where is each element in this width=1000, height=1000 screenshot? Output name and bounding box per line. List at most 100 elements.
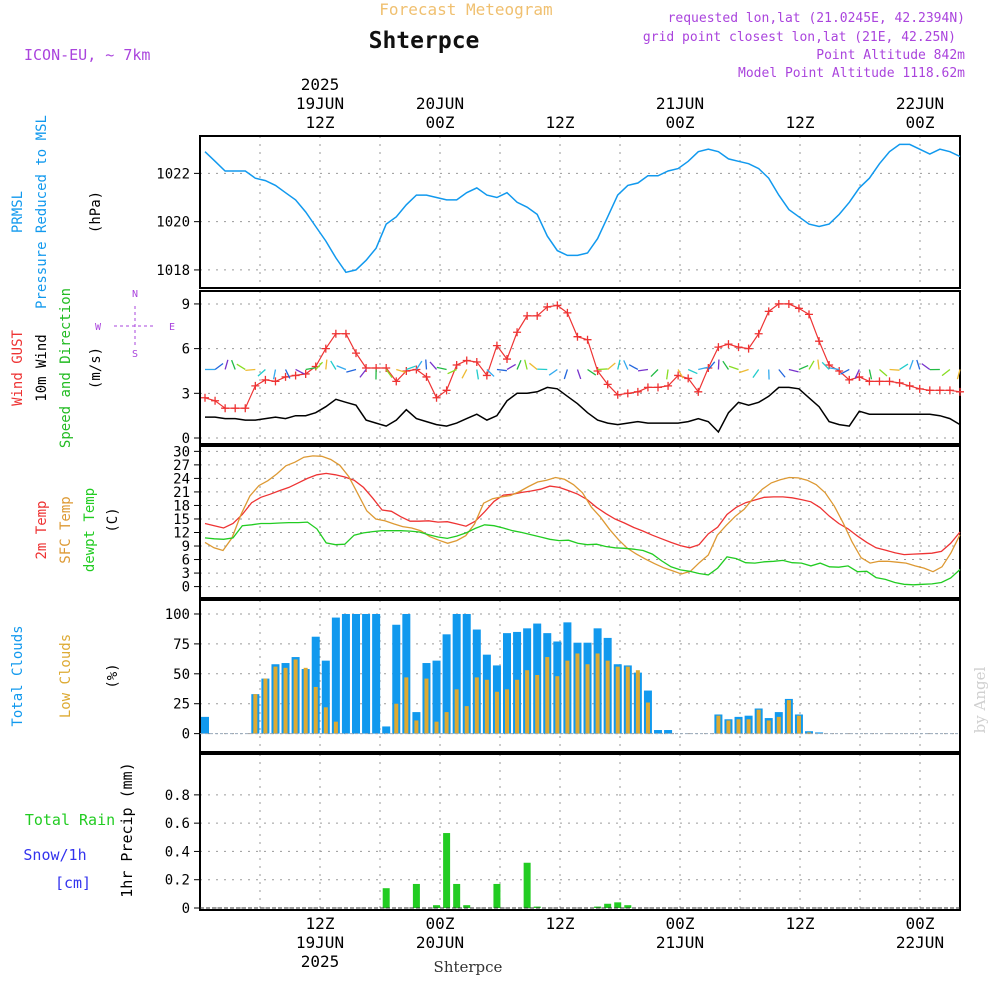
gust-marker bbox=[553, 301, 562, 310]
low-clouds-bar bbox=[716, 715, 721, 734]
temp-2m-line bbox=[204, 472, 961, 556]
top-time-label: 12Z bbox=[786, 113, 815, 132]
compass-e: E bbox=[169, 322, 175, 333]
wind-direction-arrow bbox=[486, 369, 495, 377]
wind-direction-arrow bbox=[415, 360, 423, 370]
total-clouds-bar bbox=[432, 660, 441, 734]
low-clouds-bar bbox=[555, 676, 560, 734]
y-tick-label: 1020 bbox=[156, 215, 190, 231]
low-clouds-bar bbox=[505, 689, 509, 734]
gust-marker bbox=[402, 366, 411, 375]
gust-marker bbox=[382, 363, 391, 372]
wind-direction-arrow bbox=[257, 368, 266, 377]
wind-speed-line bbox=[205, 386, 961, 434]
temp-sfc-line bbox=[204, 455, 961, 575]
gust-marker bbox=[825, 361, 834, 370]
wind-direction-arrow bbox=[429, 361, 438, 370]
rain-bar bbox=[443, 833, 451, 908]
top-time-label: 12Z bbox=[546, 113, 575, 132]
top-time-label: 20JUN bbox=[416, 94, 464, 113]
low-clouds-bar bbox=[515, 679, 520, 734]
low-clouds-bar bbox=[263, 678, 268, 734]
wind-direction-arrow bbox=[821, 361, 830, 370]
gust-marker bbox=[925, 386, 934, 395]
low-clouds-bar bbox=[273, 666, 278, 734]
super-title: Forecast Meteogram bbox=[379, 0, 552, 19]
gust-marker bbox=[865, 377, 874, 386]
y-tick-label: 6 bbox=[182, 553, 190, 569]
point-altitude: Point Altitude 842m bbox=[816, 48, 965, 63]
y-tick-label: 12 bbox=[173, 525, 190, 541]
wind-direction-arrow bbox=[315, 361, 324, 370]
watermark: by Angel bbox=[971, 666, 989, 733]
label-unit-precip: 1hr Precip (mm) bbox=[118, 762, 136, 897]
label-total-clouds: Total Clouds bbox=[10, 625, 26, 726]
requested-coords: requested lon,lat (21.0245E, 42.2394N) bbox=[668, 11, 965, 26]
total-clouds-bar bbox=[372, 613, 381, 734]
gust-marker bbox=[492, 341, 501, 350]
gust-marker bbox=[885, 377, 894, 386]
gust-marker bbox=[935, 386, 944, 395]
y-tick-label: 75 bbox=[173, 637, 190, 653]
low-clouds-bar bbox=[434, 721, 439, 734]
gust-marker bbox=[523, 311, 532, 320]
gust-marker bbox=[221, 404, 230, 413]
bottom-time-label: 22JUN bbox=[896, 933, 944, 952]
low-clouds-bar bbox=[484, 679, 489, 734]
label-prmsl: PRMSL bbox=[10, 191, 26, 233]
gust-marker bbox=[945, 386, 954, 395]
wind-direction-arrow bbox=[346, 368, 357, 373]
wind-direction-arrow bbox=[623, 360, 629, 370]
low-clouds-bar bbox=[746, 719, 751, 734]
gust-marker bbox=[794, 304, 803, 313]
label-low-clouds: Low Clouds bbox=[58, 634, 74, 718]
total-clouds-bar bbox=[462, 613, 471, 734]
gust-marker bbox=[341, 329, 350, 338]
gust-marker bbox=[543, 302, 552, 311]
gust-marker bbox=[352, 349, 360, 358]
low-clouds-bar bbox=[575, 653, 580, 734]
wind-direction-arrow bbox=[506, 363, 516, 371]
label-sfc-temp: SFC Temp bbox=[58, 496, 74, 563]
low-clouds-bar bbox=[474, 677, 479, 734]
gust-marker bbox=[623, 389, 632, 398]
bottom-time-label: 20JUN bbox=[416, 933, 464, 952]
gust-marker bbox=[261, 375, 270, 384]
label-speed-direction: Speed and Direction bbox=[58, 288, 74, 448]
y-tick-label: 0 bbox=[182, 727, 190, 743]
wind-direction-arrow bbox=[476, 369, 480, 380]
gust-marker bbox=[815, 337, 824, 346]
gust-marker bbox=[603, 380, 612, 389]
gust-marker bbox=[211, 396, 220, 405]
grid-point-coords: grid point closest lon,lat (21E, 42.25N) bbox=[643, 30, 956, 45]
gust-marker bbox=[905, 381, 914, 390]
low-clouds-bar bbox=[303, 667, 308, 734]
panel-frame bbox=[199, 135, 961, 289]
wind-direction-arrow bbox=[956, 369, 961, 380]
low-clouds-bar bbox=[595, 653, 600, 734]
y-tick-label: 0.2 bbox=[165, 873, 190, 889]
low-clouds-bar bbox=[464, 706, 469, 734]
gust-marker bbox=[805, 310, 813, 319]
y-tick-label: 0.4 bbox=[165, 844, 190, 860]
rain-bar bbox=[523, 862, 531, 908]
compass-n: N bbox=[132, 289, 138, 300]
gust-marker bbox=[362, 363, 371, 372]
wind-direction-arrow bbox=[854, 369, 860, 379]
low-clouds-bar bbox=[394, 703, 399, 734]
y-tick-label: 30 bbox=[173, 444, 190, 460]
gust-marker bbox=[331, 329, 340, 338]
wind-direction-arrow bbox=[677, 369, 684, 379]
wind-direction-arrow bbox=[597, 368, 608, 371]
low-clouds-bar bbox=[726, 720, 731, 734]
bottom-time-label: 19JUN bbox=[296, 933, 344, 952]
label-unit-ms: (m/s) bbox=[88, 347, 104, 389]
pressure-line bbox=[204, 143, 961, 274]
low-clouds-bar bbox=[414, 720, 419, 734]
y-tick-label: 0 bbox=[182, 901, 190, 917]
bottom-time-label: 12Z bbox=[306, 914, 335, 933]
rain-bar bbox=[594, 906, 602, 908]
total-clouds-bar bbox=[341, 613, 350, 734]
wind-direction-arrow bbox=[840, 368, 850, 375]
wind-direction-arrow bbox=[295, 368, 305, 375]
